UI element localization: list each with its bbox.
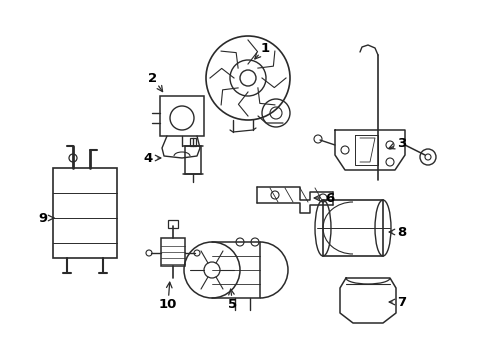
Text: 10: 10 xyxy=(159,298,177,311)
Bar xyxy=(323,200,382,256)
Text: 7: 7 xyxy=(397,296,406,309)
Text: 3: 3 xyxy=(397,136,406,149)
Bar xyxy=(160,96,203,136)
Text: 4: 4 xyxy=(143,152,152,165)
Text: 1: 1 xyxy=(260,41,269,54)
Text: 5: 5 xyxy=(228,298,237,311)
Text: 6: 6 xyxy=(325,192,334,204)
Text: 9: 9 xyxy=(39,212,47,225)
Text: 8: 8 xyxy=(397,225,406,239)
Bar xyxy=(184,146,201,174)
Text: 2: 2 xyxy=(148,72,157,85)
Bar xyxy=(53,168,117,258)
Bar xyxy=(161,238,184,266)
Bar xyxy=(190,138,196,146)
Bar xyxy=(168,220,178,228)
